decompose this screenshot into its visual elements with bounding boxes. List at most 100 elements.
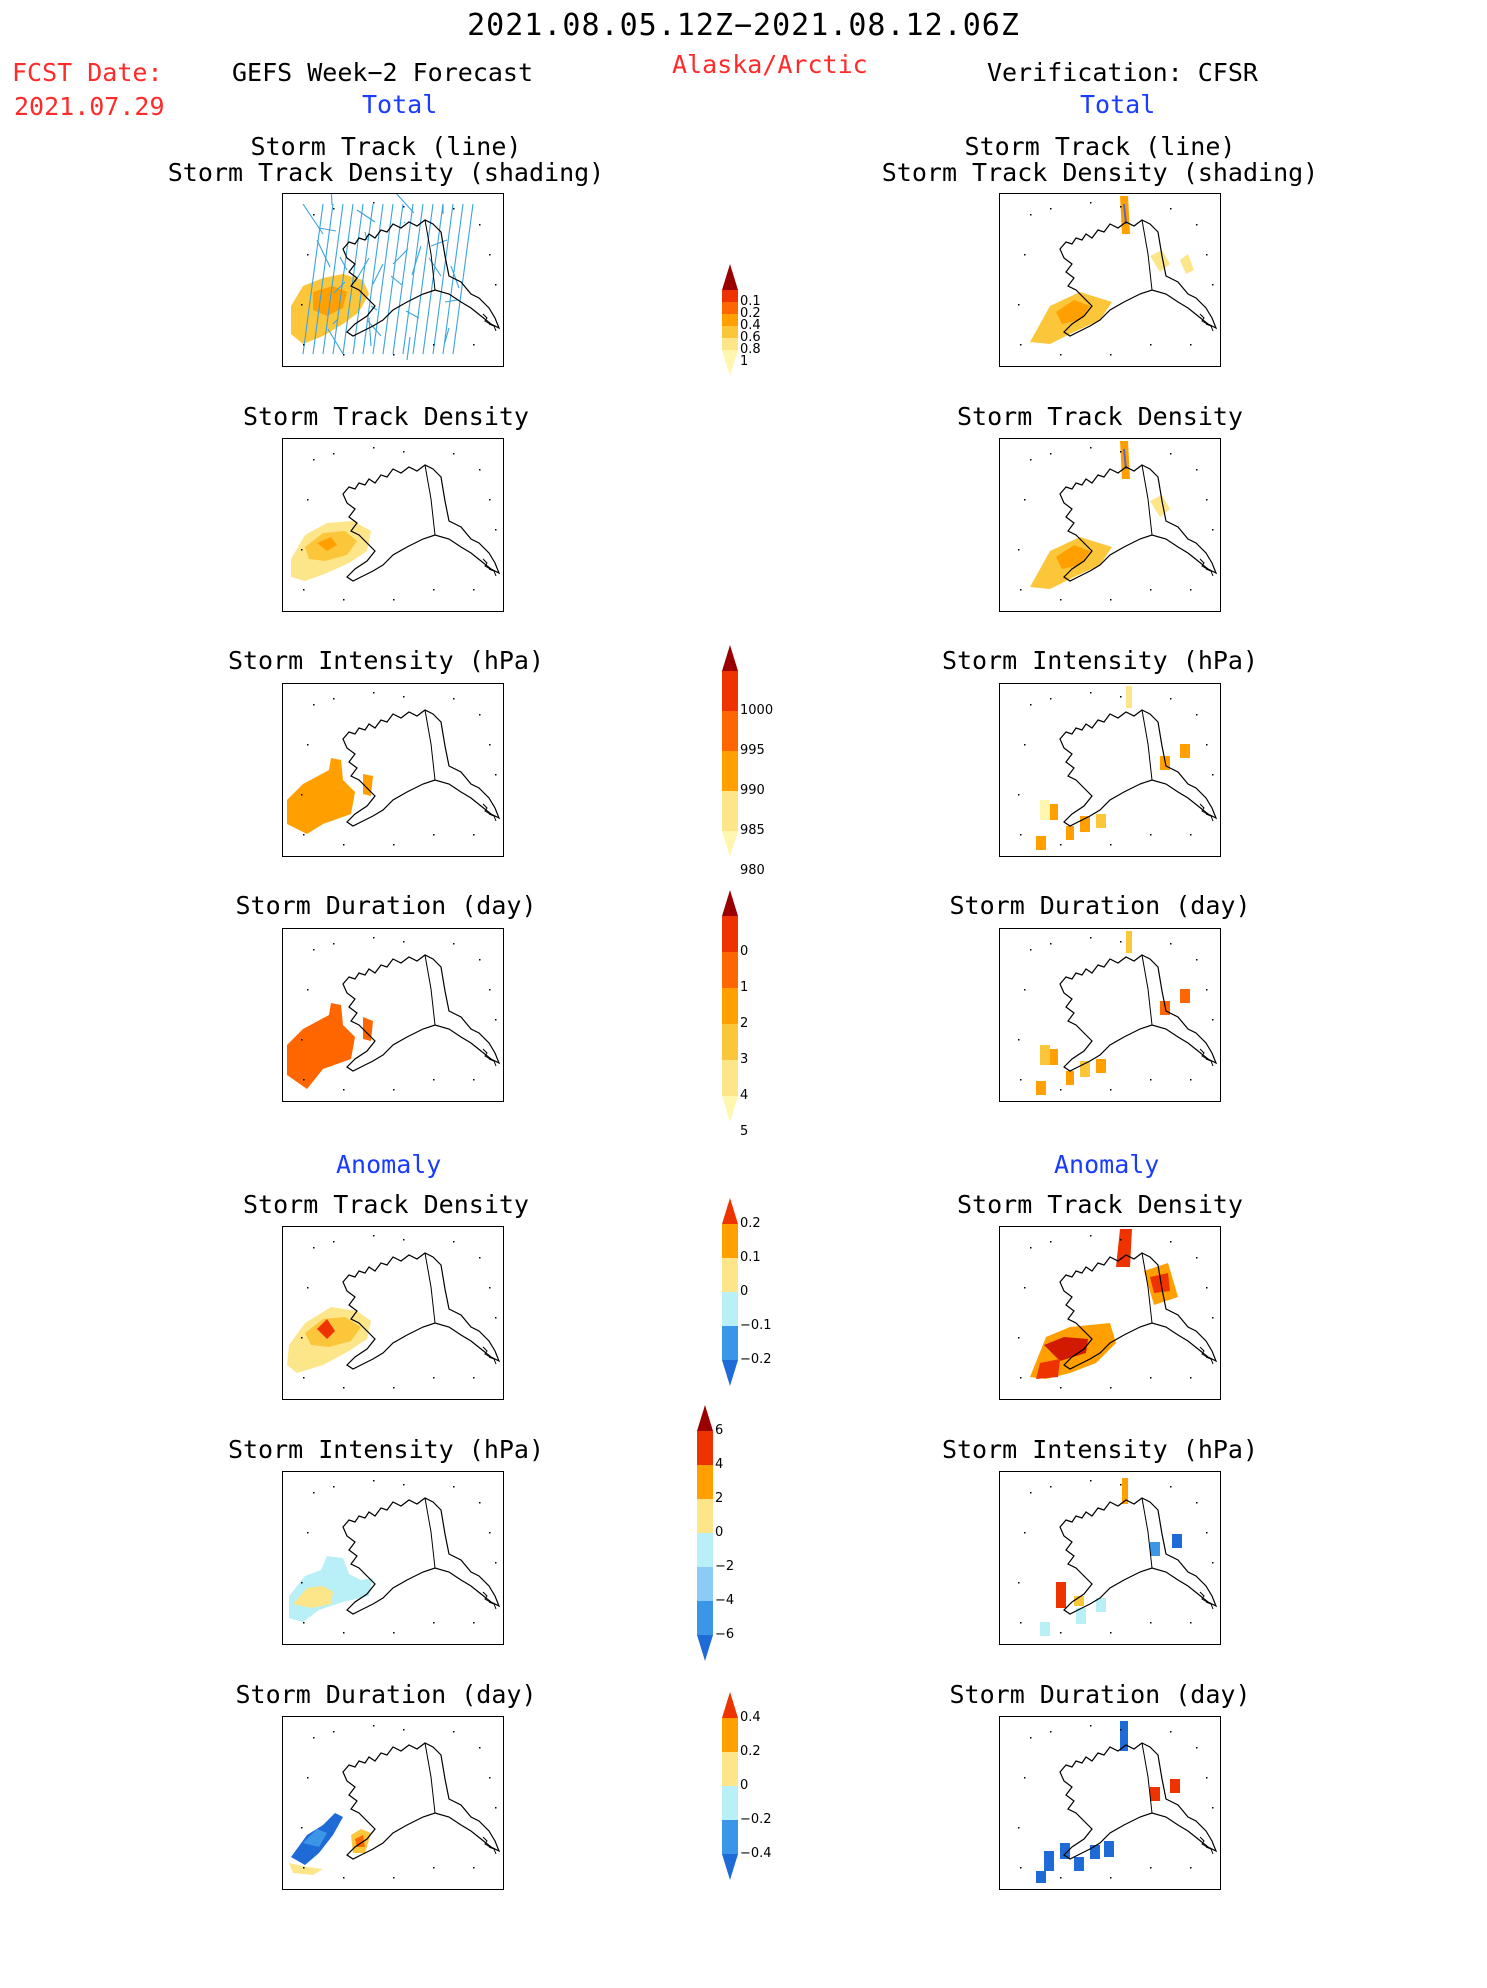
graticule-dot xyxy=(1024,989,1026,991)
graticule-dot xyxy=(1018,1039,1020,1041)
map-shading-8 xyxy=(1126,931,1132,953)
right-intensity-title: Storm Intensity (hPa) xyxy=(941,646,1259,675)
graticule-dot xyxy=(301,304,303,306)
graticule-dot xyxy=(1120,696,1122,698)
graticule-dot xyxy=(1060,1877,1062,1879)
graticule-dot xyxy=(343,354,345,356)
colorbar-tick-label: 0 xyxy=(740,1778,749,1793)
graticule-dot xyxy=(1196,1747,1198,1749)
graticule-dot xyxy=(453,698,455,700)
colorbar-tick-label: −6 xyxy=(715,1627,735,1642)
colorbar-swatch xyxy=(722,314,738,326)
coastline xyxy=(342,1497,501,1615)
colorbar-arrow-top xyxy=(722,1198,738,1224)
map-shading-8 xyxy=(1120,1721,1128,1751)
country-border xyxy=(1141,464,1153,536)
graticule-dot xyxy=(433,1377,435,1379)
colorbar-tick-label: 6 xyxy=(715,1423,724,1438)
right-anom-intensity-title: Storm Intensity (hPa) xyxy=(941,1435,1259,1464)
graticule-dot xyxy=(1018,794,1020,796)
graticule-dot xyxy=(479,1747,481,1749)
map-shading-3 xyxy=(1150,250,1170,272)
country-border xyxy=(1141,709,1153,781)
country-border xyxy=(1141,219,1153,291)
left-total-label: Total xyxy=(362,90,438,119)
colorbar-svg xyxy=(722,1692,738,1880)
graticule-dot xyxy=(307,1532,309,1534)
graticule-dot xyxy=(479,959,481,961)
map-shading-1 xyxy=(1044,1337,1088,1361)
period-title: 2021.08.05.12Z−2021.08.12.06Z xyxy=(467,8,1020,43)
left-duration-title: Storm Duration (day) xyxy=(235,891,537,920)
storm-track-line xyxy=(403,221,406,224)
storm-track-line xyxy=(1123,203,1127,225)
graticule-dot xyxy=(1030,949,1032,951)
graticule-dot xyxy=(343,844,345,846)
map-shading-1 xyxy=(1074,1596,1084,1606)
colorbar-swatch xyxy=(722,302,738,314)
left-duration-map xyxy=(282,928,504,1102)
graticule-dot xyxy=(303,1377,305,1379)
storm-track-line xyxy=(362,203,384,355)
colorbar-swatch xyxy=(722,338,738,350)
colorbar-tick-label: 0.4 xyxy=(740,1710,761,1725)
graticule-dot xyxy=(303,1079,305,1081)
map-shading-4 xyxy=(289,1863,323,1875)
graticule-dot xyxy=(307,744,309,746)
colorbar-svg xyxy=(722,264,738,376)
graticule-dots xyxy=(301,1235,497,1389)
storm-track-line xyxy=(318,227,337,232)
right-anom-density-map xyxy=(999,1226,1221,1400)
graticule-dot xyxy=(1090,692,1092,694)
graticule-dot xyxy=(1030,1247,1032,1249)
graticule-dot xyxy=(333,453,335,455)
graticule-dot xyxy=(1196,469,1198,471)
country-border xyxy=(424,709,436,781)
graticule-dot xyxy=(495,529,497,531)
colorbar-svg xyxy=(722,890,738,1122)
graticule-dot xyxy=(1018,1582,1020,1584)
storm-track-line xyxy=(332,203,354,355)
left-track-shading-title: Storm Track Density (shading) xyxy=(167,158,605,187)
graticule-dot xyxy=(343,599,345,601)
colorbar-swatch xyxy=(697,1601,713,1635)
graticule-dot xyxy=(373,937,375,939)
graticule-dot xyxy=(1110,1089,1112,1091)
map-shading-3 xyxy=(1150,495,1170,517)
map-shading-2 xyxy=(1076,1608,1086,1624)
map-shading-3 xyxy=(1080,1061,1090,1077)
colorbar-tick-label: −0.2 xyxy=(740,1812,772,1827)
colorbar-tick-label: −2 xyxy=(715,1559,735,1574)
map-shading-5 xyxy=(1036,1871,1046,1883)
graticule-dot xyxy=(393,1089,395,1091)
left-title: GEFS Week−2 Forecast xyxy=(232,58,534,87)
map-shading-0 xyxy=(1040,1045,1050,1065)
coastline xyxy=(1059,1252,1218,1370)
colorbar-swatch xyxy=(722,1718,738,1752)
graticule-dot xyxy=(479,1257,481,1259)
colorbar-swatch xyxy=(722,1258,738,1292)
graticule-dot xyxy=(1110,844,1112,846)
colorbar-svg xyxy=(697,1405,713,1661)
map-shading-3 xyxy=(1040,1622,1050,1636)
graticule-dot xyxy=(495,1807,497,1809)
graticule-dot xyxy=(1060,844,1062,846)
left-anom-duration-title: Storm Duration (day) xyxy=(235,1680,537,1709)
graticule-dot xyxy=(403,1239,405,1241)
graticule-dot xyxy=(393,1877,395,1879)
graticule-dot xyxy=(495,774,497,776)
graticule-dot xyxy=(1206,989,1208,991)
storm-track-line xyxy=(327,328,344,355)
graticule-dot xyxy=(1060,354,1062,356)
graticule-dot xyxy=(313,459,315,461)
graticule-dot xyxy=(1090,202,1092,204)
right-anom-intensity-map xyxy=(999,1471,1221,1645)
map-shading-1 xyxy=(1050,804,1058,820)
graticule-dot xyxy=(313,1492,315,1494)
right-density-map xyxy=(999,438,1221,612)
graticule-dot xyxy=(1030,1492,1032,1494)
right-track-title: Storm Track (line) Storm Track Density (… xyxy=(850,134,1350,186)
coastline xyxy=(1059,709,1218,827)
map-shading-3 xyxy=(1090,1845,1100,1859)
colorbar-total-duration: 0 1 2 3 4 5 xyxy=(722,890,782,1234)
